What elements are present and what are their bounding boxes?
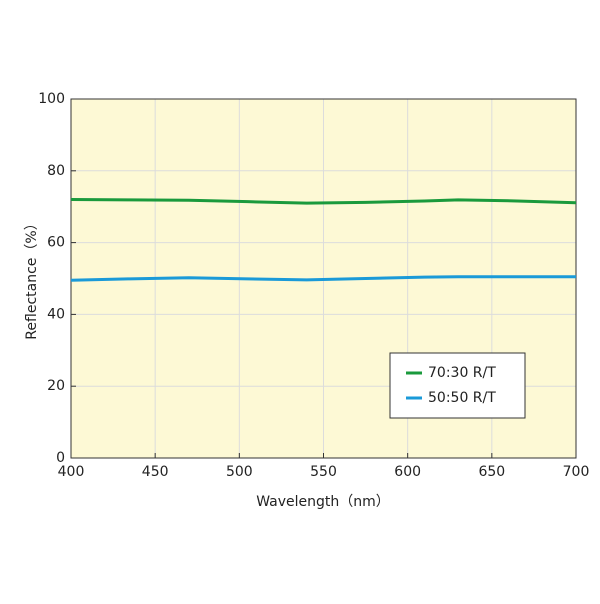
y-tick-label: 100 xyxy=(38,91,65,107)
x-tick-label: 700 xyxy=(563,464,590,480)
plot-frame xyxy=(70,98,577,459)
legend-label: 70:30 R/T xyxy=(428,365,496,381)
x-tick-label: 450 xyxy=(142,464,169,480)
x-axis-label: Wavelength（nm） xyxy=(256,494,390,510)
legend-label: 50:50 R/T xyxy=(428,390,496,406)
x-tick-label: 400 xyxy=(58,464,85,480)
y-tick-label: 80 xyxy=(47,163,65,179)
x-tick-label: 600 xyxy=(394,464,421,480)
line-series xyxy=(70,198,577,205)
y-tick-label: 20 xyxy=(47,378,65,394)
y-tick-label: 60 xyxy=(47,235,65,251)
line-series xyxy=(70,275,576,282)
y-axis-label: Reflectance（%） xyxy=(24,216,40,339)
x-tick-label: 550 xyxy=(310,464,337,480)
x-tick-label: 650 xyxy=(478,464,505,480)
x-tick-label: 500 xyxy=(226,464,253,480)
legend-box xyxy=(389,352,526,419)
y-tick-label: 0 xyxy=(56,450,65,466)
y-tick-label: 40 xyxy=(47,306,65,322)
